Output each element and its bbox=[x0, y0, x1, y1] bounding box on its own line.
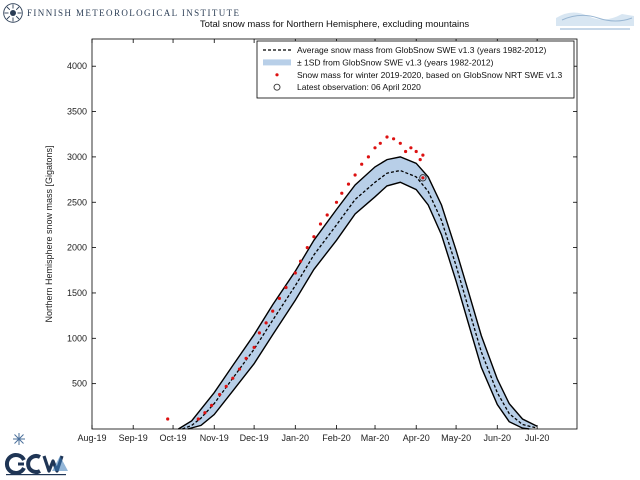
legend-label: Snow mass for winter 2019-2020, based on… bbox=[297, 70, 562, 80]
nrt-snow-mass-point bbox=[398, 141, 402, 145]
x-tick-label: Dec-19 bbox=[240, 433, 269, 443]
legend-swatch-nrt bbox=[275, 73, 279, 77]
x-tick-label: Jun-20 bbox=[484, 433, 512, 443]
global-cryosphere-watch-logo-icon bbox=[4, 433, 68, 476]
nrt-snow-mass-point bbox=[385, 135, 389, 139]
plot-frame bbox=[91, 38, 578, 430]
nrt-snow-mass-point bbox=[409, 146, 413, 150]
nrt-snow-mass-point bbox=[334, 200, 339, 204]
nrt-snow-mass-point bbox=[404, 149, 408, 154]
latest-observation-dot bbox=[421, 176, 425, 180]
organization-name: FINNISH METEOROLOGICAL INSTITUTE bbox=[27, 8, 241, 18]
x-tick-label: Feb-20 bbox=[322, 433, 351, 443]
nrt-snow-mass-point bbox=[264, 321, 268, 325]
plot-area bbox=[166, 135, 538, 430]
nrt-snow-mass-point bbox=[218, 392, 222, 397]
nrt-snow-mass-point bbox=[210, 403, 214, 407]
legend-swatch-latest bbox=[273, 83, 281, 91]
x-tick-label: Aug-19 bbox=[77, 433, 106, 443]
y-tick-label: 3000 bbox=[67, 152, 87, 162]
legend-label: Latest observation: 06 April 2020 bbox=[297, 82, 421, 92]
x-tick-label: Jan-20 bbox=[282, 433, 310, 443]
legend: Average snow mass from GlobSnow SWE v1.3… bbox=[256, 40, 575, 99]
legend-label: ± 1SD from GlobSnow SWE v1.3 (years 1982… bbox=[297, 57, 494, 67]
globsnow-logo-icon bbox=[552, 2, 638, 38]
y-tick-label: 500 bbox=[72, 379, 87, 389]
nrt-snow-mass-point bbox=[299, 259, 303, 263]
x-tick-label: Apr-20 bbox=[403, 433, 430, 443]
nrt-snow-mass-point bbox=[257, 331, 261, 335]
nrt-snow-mass-point bbox=[366, 155, 370, 159]
y-axis-label: Northern Hemisphere snow mass [Gigatons] bbox=[44, 145, 54, 322]
nrt-snow-mass-point bbox=[231, 376, 235, 380]
nrt-snow-mass-point bbox=[203, 411, 207, 415]
x-tick-label: Nov-19 bbox=[200, 433, 229, 443]
nrt-snow-mass-point bbox=[373, 146, 377, 150]
y-tick-label: 2000 bbox=[67, 243, 87, 253]
nrt-snow-mass-point bbox=[346, 182, 351, 186]
legend-label: Average snow mass from GlobSnow SWE v1.3… bbox=[297, 45, 546, 55]
y-tick-label: 4000 bbox=[67, 61, 87, 71]
nrt-snow-mass-point bbox=[271, 309, 275, 313]
x-tick-label: Oct-19 bbox=[160, 433, 187, 443]
chart-title: Total snow mass for Northern Hemisphere,… bbox=[200, 19, 470, 30]
nrt-snow-mass-point bbox=[421, 153, 425, 157]
nrt-snow-mass-point bbox=[318, 222, 323, 226]
nrt-snow-mass-point bbox=[312, 235, 316, 239]
nrt-snow-mass-point bbox=[252, 345, 256, 349]
x-tick-label: May-20 bbox=[441, 433, 471, 443]
nrt-snow-mass-point bbox=[277, 296, 281, 300]
mean-line bbox=[182, 169, 538, 430]
nrt-snow-mass-point bbox=[340, 191, 344, 195]
nrt-snow-mass-point bbox=[284, 285, 288, 290]
axes: 500 1000 1500 2000 2500 3000 3500 4000 Aug-19 Sep… bbox=[67, 39, 577, 443]
y-tick-label: 1000 bbox=[67, 333, 87, 343]
nrt-snow-mass-point bbox=[305, 246, 309, 250]
nrt-snow-mass-point bbox=[378, 141, 382, 145]
y-tick-label: 3500 bbox=[67, 107, 87, 117]
nrt-snow-mass-point bbox=[237, 367, 242, 371]
sd-band-upper-edge bbox=[178, 156, 538, 430]
x-tick-label: Jul-20 bbox=[525, 433, 550, 443]
nrt-snow-mass-point bbox=[224, 384, 228, 388]
nrt-snow-mass-point bbox=[293, 271, 297, 275]
legend-swatch-band bbox=[263, 59, 291, 66]
nrt-snow-mass-point bbox=[414, 149, 418, 154]
sd-band-lower-edge bbox=[187, 181, 530, 430]
nrt-snow-mass-point bbox=[244, 356, 248, 360]
nrt-snow-mass-point bbox=[166, 417, 170, 421]
y-tick-label: 1500 bbox=[67, 288, 87, 298]
fmi-sun-logo-icon bbox=[3, 3, 23, 23]
nrt-snow-mass-point bbox=[353, 173, 357, 177]
nrt-snow-mass-point bbox=[325, 213, 329, 217]
x-tick-label: Sep-19 bbox=[119, 433, 148, 443]
latest-observation-marker bbox=[419, 174, 427, 182]
nrt-snow-mass-point bbox=[418, 158, 422, 162]
nrt-snow-mass-point bbox=[392, 137, 396, 141]
nrt-snow-mass-point bbox=[360, 162, 364, 166]
y-tick-label: 2500 bbox=[67, 197, 87, 207]
x-tick-label: Mar-20 bbox=[361, 433, 390, 443]
legend-box bbox=[256, 40, 575, 99]
nrt-snow-mass-point bbox=[196, 417, 200, 421]
